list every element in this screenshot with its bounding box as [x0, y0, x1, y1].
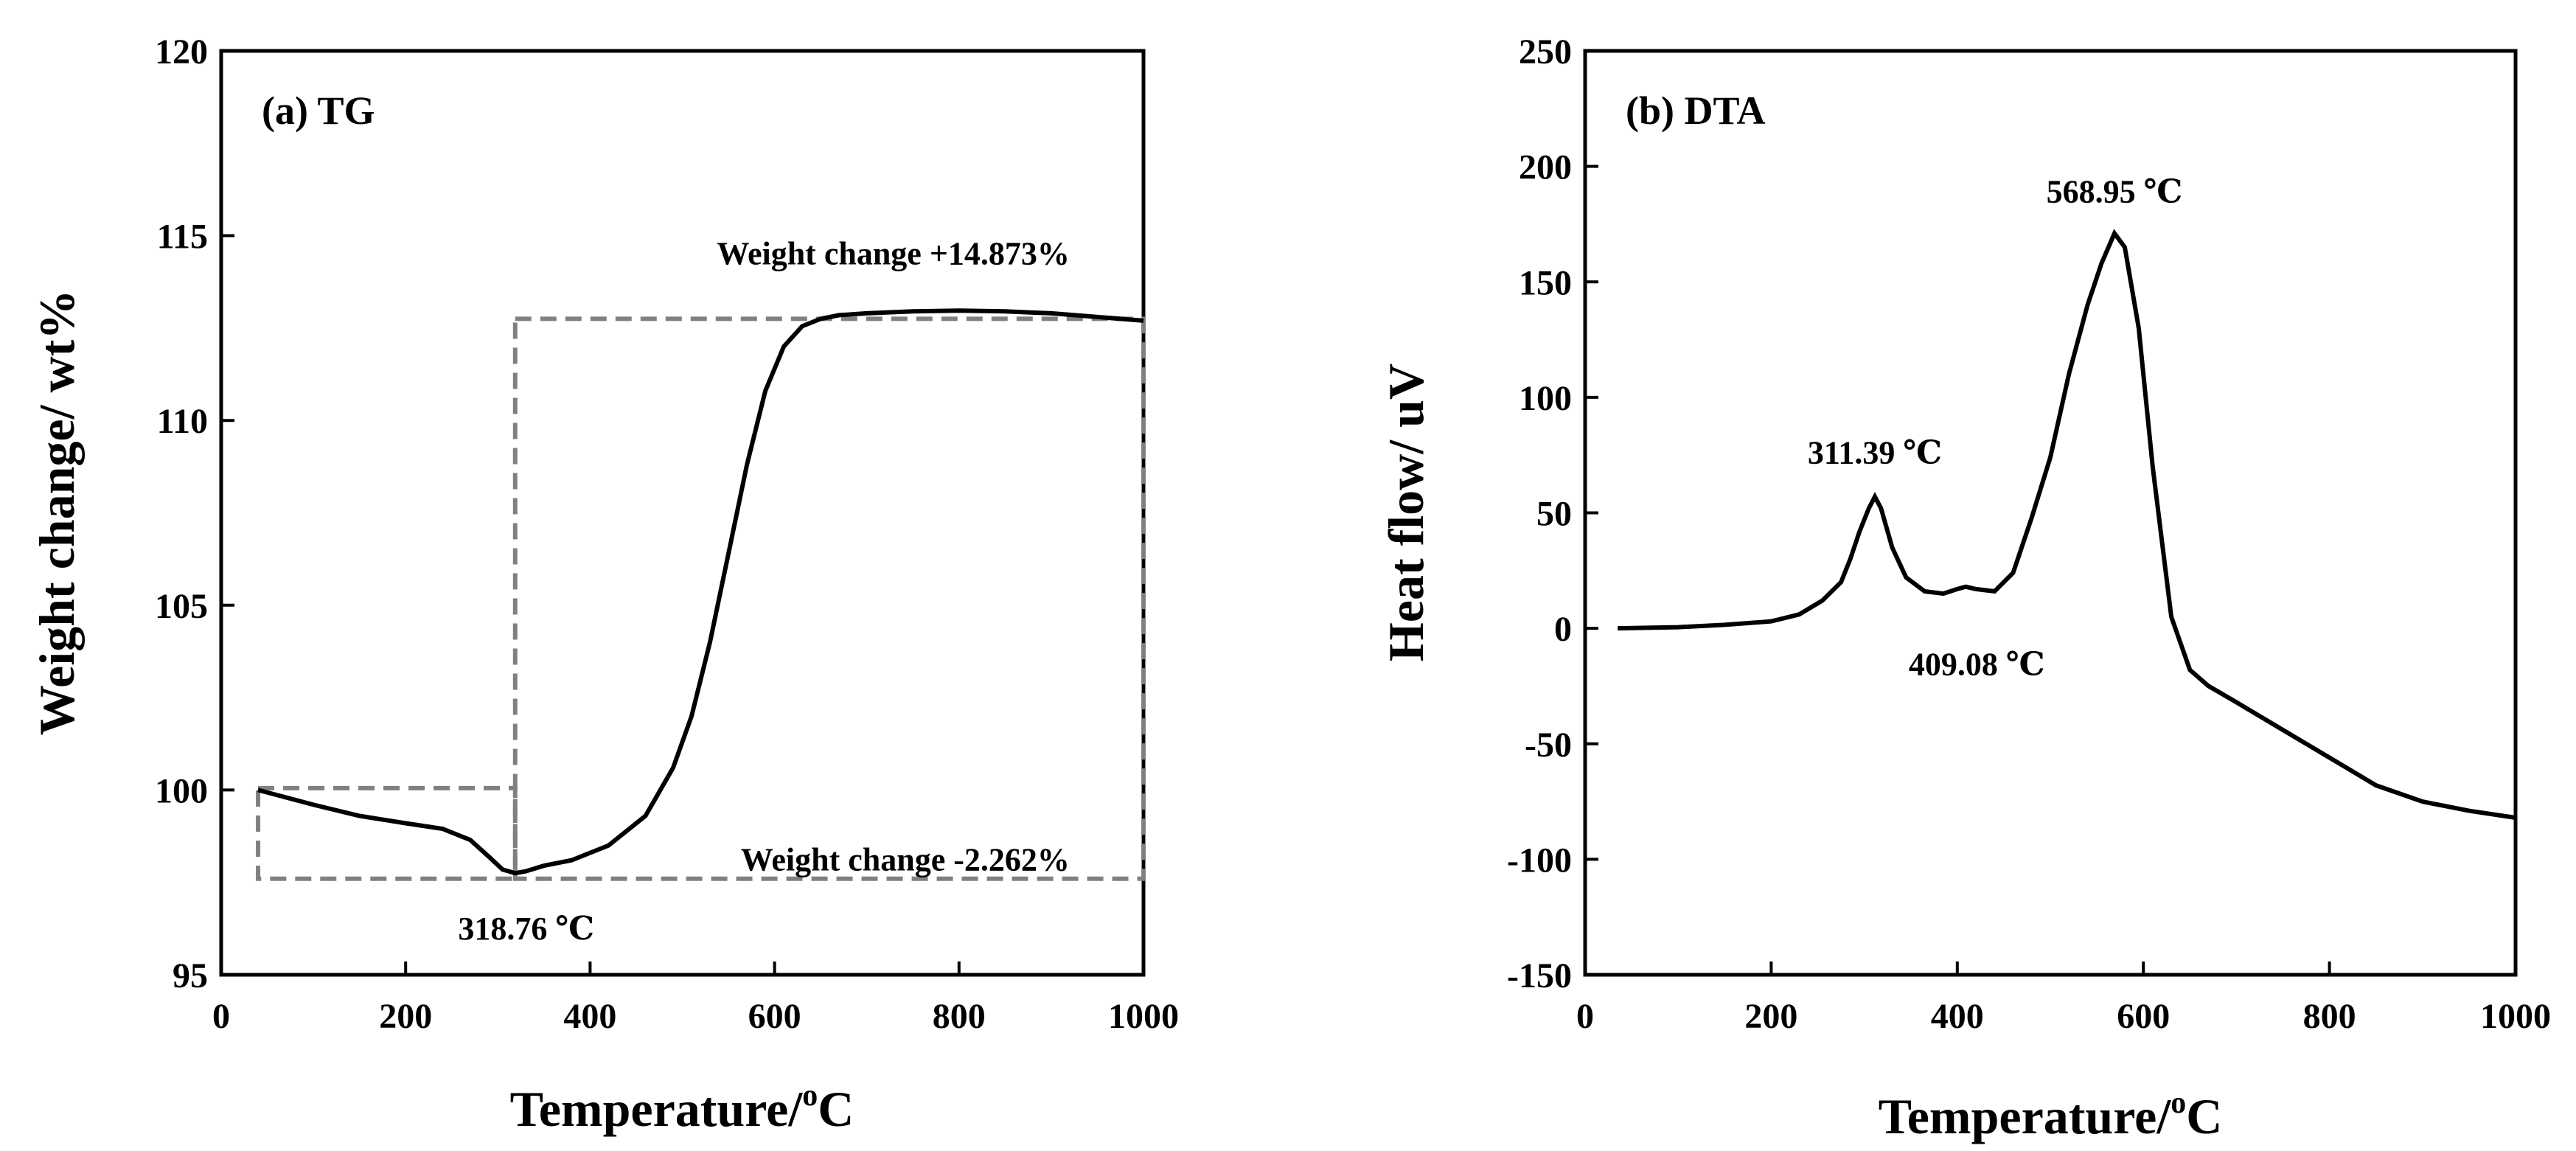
- tg-x-axis-label-main: Temperature/: [510, 1081, 804, 1137]
- x-tick-label: 800: [933, 997, 986, 1036]
- x-tick-label: 0: [212, 997, 230, 1036]
- y-tick-label: 95: [173, 956, 208, 995]
- y-tick-label: 200: [1519, 148, 1572, 187]
- x-tick-label: 400: [563, 997, 616, 1036]
- y-tick-label: 150: [1519, 263, 1572, 302]
- x-tick-label: 1000: [1108, 997, 1179, 1036]
- y-tick-label: -50: [1525, 726, 1572, 765]
- y-tick-label: 120: [155, 32, 208, 72]
- dta-peak2-annotation: 409.08 ℃: [1909, 647, 2045, 683]
- x-tick-label: 200: [379, 997, 432, 1036]
- y-tick-label: 100: [155, 771, 208, 810]
- x-tick-label: 0: [1576, 997, 1594, 1036]
- dta-y-ticks: -150 -100 -50 0 50 100 150 200 250: [1507, 32, 1598, 995]
- y-tick-label: 105: [155, 587, 208, 626]
- dta-curve: [1618, 229, 2516, 820]
- dta-x-axis-label-unit: C: [2186, 1088, 2222, 1144]
- tg-loss-annotation: Weight change -2.262%: [741, 842, 1070, 878]
- y-tick-label: 115: [157, 218, 208, 257]
- y-tick-label: 50: [1536, 495, 1572, 534]
- tg-panel-label: (a) TG: [262, 88, 375, 133]
- dta-panel: 0 200 400 600 800 1000 -150 -100 -50 0 50 100 150 20…: [1378, 32, 2551, 1144]
- dta-panel-label: (b) DTA: [1626, 88, 1766, 133]
- x-tick-label: 600: [2117, 997, 2170, 1036]
- tg-y-axis-label: Weight change/ wt%: [29, 290, 85, 735]
- dta-x-ticks: 0 200 400 600 800 1000: [1576, 962, 2551, 1036]
- tg-peak-annotation: 318.76 ℃: [458, 911, 594, 947]
- y-tick-label: 0: [1554, 610, 1572, 649]
- dta-x-axis-label-main: Temperature/: [1879, 1088, 2172, 1144]
- tg-gain-annotation: Weight change +14.873%: [717, 236, 1070, 272]
- dta-y-axis-label: Heat flow/ uV: [1378, 364, 1434, 661]
- x-tick-label: 400: [1931, 997, 1984, 1036]
- dta-peak1-annotation: 311.39 ℃: [1808, 435, 1942, 471]
- y-tick-label: 100: [1519, 379, 1572, 418]
- x-tick-label: 200: [1744, 997, 1797, 1036]
- tg-x-axis-label-unit: C: [818, 1081, 854, 1137]
- y-tick-label: -150: [1507, 956, 1572, 995]
- dta-peak3-annotation: 568.95 ℃: [2047, 173, 2183, 209]
- tg-x-axis-label: Temperature/oC: [510, 1079, 854, 1137]
- tg-y-ticks: 95 100 105 110 115 120: [155, 32, 234, 995]
- x-tick-label: 800: [2303, 997, 2356, 1036]
- tg-plot-frame: [219, 49, 1146, 977]
- tg-panel: 0 200 400 600 800 1000 95 100 105 110 115 120 (a) …: [29, 32, 1179, 1137]
- dta-x-axis-label-sup: o: [2171, 1086, 2186, 1120]
- y-tick-label: -100: [1507, 841, 1572, 880]
- x-tick-label: 1000: [2480, 997, 2551, 1036]
- tg-curve: [257, 308, 1144, 876]
- y-tick-label: 110: [157, 402, 208, 441]
- tg-x-ticks: 0 200 400 600 800 1000: [212, 962, 1179, 1036]
- dta-x-axis-label: Temperature/oC: [1879, 1086, 2223, 1144]
- tg-x-axis-label-sup: o: [802, 1079, 818, 1113]
- y-tick-label: 250: [1519, 32, 1572, 72]
- x-tick-label: 600: [748, 997, 801, 1036]
